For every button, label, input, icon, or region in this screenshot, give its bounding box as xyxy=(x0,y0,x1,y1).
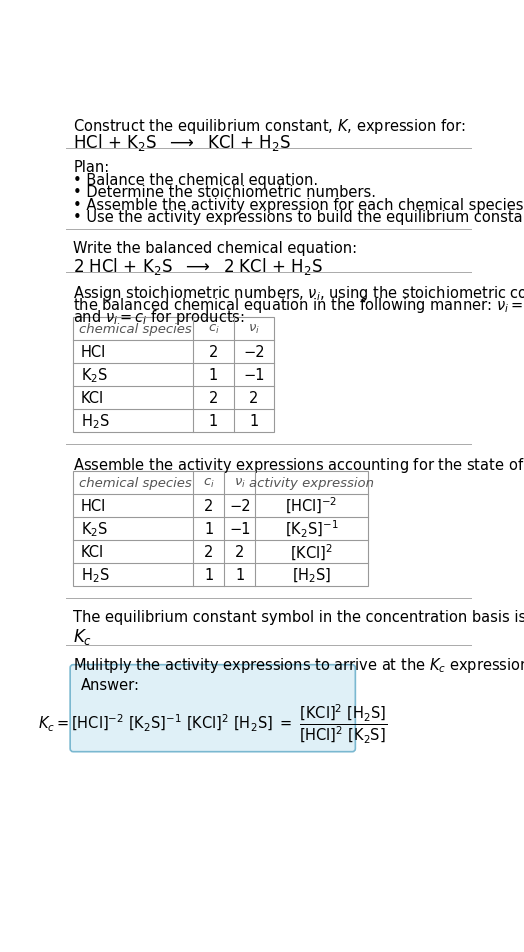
Text: H$_2$S: H$_2$S xyxy=(81,565,110,585)
Text: 2: 2 xyxy=(204,545,214,560)
Text: KCl: KCl xyxy=(81,545,104,560)
Text: • Assemble the activity expression for each chemical species.: • Assemble the activity expression for e… xyxy=(73,197,524,212)
Text: activity expression: activity expression xyxy=(249,476,374,489)
Text: Plan:: Plan: xyxy=(73,160,110,174)
Text: 1: 1 xyxy=(249,414,258,428)
Text: $\nu_i$: $\nu_i$ xyxy=(234,476,246,489)
Text: H$_2$S: H$_2$S xyxy=(81,412,110,430)
Text: [HCl]$^{-2}$: [HCl]$^{-2}$ xyxy=(286,496,337,516)
Text: −1: −1 xyxy=(229,522,250,536)
Text: 2: 2 xyxy=(249,390,258,406)
Text: $K_c$: $K_c$ xyxy=(73,626,92,646)
Bar xyxy=(73,471,368,586)
FancyBboxPatch shape xyxy=(70,665,355,752)
Text: 1: 1 xyxy=(204,522,213,536)
Text: 2: 2 xyxy=(235,545,245,560)
Text: Answer:: Answer: xyxy=(81,677,140,692)
Text: 1: 1 xyxy=(209,367,218,383)
Text: [H$_2$S]: [H$_2$S] xyxy=(292,565,331,585)
Text: $K_c = \mathrm{[HCl]^{-2}\ [K_2S]^{-1}\ [KCl]^2\ [H_2S]}$$\ =\ \dfrac{\mathrm{[K: $K_c = \mathrm{[HCl]^{-2}\ [K_2S]^{-1}\ … xyxy=(38,702,387,745)
Text: Assign stoichiometric numbers, $\nu_i$, using the stoichiometric coefficients, $: Assign stoichiometric numbers, $\nu_i$, … xyxy=(73,284,524,303)
Text: the balanced chemical equation in the following manner: $\nu_i = -c_i$ for react: the balanced chemical equation in the fo… xyxy=(73,296,524,315)
Text: $\nu_i$: $\nu_i$ xyxy=(248,323,260,335)
Text: chemical species: chemical species xyxy=(80,476,192,489)
Text: −1: −1 xyxy=(243,367,265,383)
Text: The equilibrium constant symbol in the concentration basis is:: The equilibrium constant symbol in the c… xyxy=(73,609,524,625)
Text: Construct the equilibrium constant, $K$, expression for:: Construct the equilibrium constant, $K$,… xyxy=(73,116,466,135)
Text: K$_2$S: K$_2$S xyxy=(81,366,108,385)
Text: • Balance the chemical equation.: • Balance the chemical equation. xyxy=(73,172,319,188)
Text: −2: −2 xyxy=(243,345,265,360)
Text: $c_i$: $c_i$ xyxy=(203,476,215,489)
Text: HCl + K$_2$S  $\longrightarrow$  KCl + H$_2$S: HCl + K$_2$S $\longrightarrow$ KCl + H$_… xyxy=(73,132,291,153)
Text: • Determine the stoichiometric numbers.: • Determine the stoichiometric numbers. xyxy=(73,185,376,200)
Text: 2 HCl + K$_2$S  $\longrightarrow$  2 KCl + H$_2$S: 2 HCl + K$_2$S $\longrightarrow$ 2 KCl +… xyxy=(73,256,323,277)
Text: [KCl]$^2$: [KCl]$^2$ xyxy=(290,542,333,562)
Text: and $\nu_i = c_i$ for products:: and $\nu_i = c_i$ for products: xyxy=(73,308,245,327)
Text: [K$_2$S]$^{-1}$: [K$_2$S]$^{-1}$ xyxy=(285,518,339,540)
Text: 1: 1 xyxy=(235,567,245,583)
Text: 2: 2 xyxy=(209,390,218,406)
Text: 1: 1 xyxy=(204,567,213,583)
Text: 2: 2 xyxy=(209,345,218,360)
Text: K$_2$S: K$_2$S xyxy=(81,520,108,538)
Text: Assemble the activity expressions accounting for the state of matter and $\nu_i$: Assemble the activity expressions accoun… xyxy=(73,456,524,475)
Text: 2: 2 xyxy=(204,498,214,513)
Text: Mulitply the activity expressions to arrive at the $K_c$ expression:: Mulitply the activity expressions to arr… xyxy=(73,656,524,675)
Text: • Use the activity expressions to build the equilibrium constant expression.: • Use the activity expressions to build … xyxy=(73,209,524,225)
Text: $c_i$: $c_i$ xyxy=(208,323,220,335)
Text: HCl: HCl xyxy=(81,498,106,513)
Text: chemical species: chemical species xyxy=(80,323,192,335)
Text: −2: −2 xyxy=(229,498,250,513)
Text: KCl: KCl xyxy=(81,390,104,406)
Text: 1: 1 xyxy=(209,414,218,428)
Text: HCl: HCl xyxy=(81,345,106,360)
Bar xyxy=(73,317,274,433)
Text: Write the balanced chemical equation:: Write the balanced chemical equation: xyxy=(73,241,357,255)
